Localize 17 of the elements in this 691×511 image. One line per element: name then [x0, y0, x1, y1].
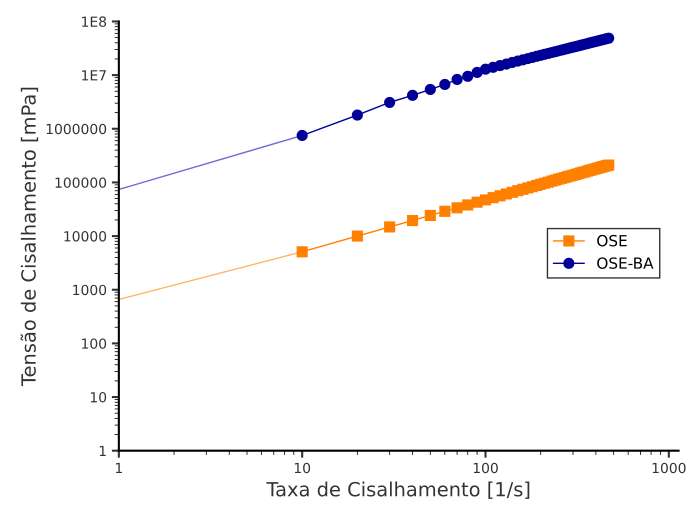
y-tick-label: 1E7	[82, 70, 106, 80]
x-tick-label: 100	[474, 462, 498, 474]
y-tick-label: 10	[90, 392, 106, 403]
y-axis-title: Tensão de Cisalhamento [mPa]	[20, 88, 38, 386]
y-tick-label: 1E8	[82, 16, 106, 27]
x-tick-label: 1000	[652, 462, 686, 474]
legend-label: OSE-BA	[597, 257, 654, 269]
y-tick-label: 100	[82, 338, 106, 349]
y-tick-label: 1000	[73, 284, 106, 296]
y-tick-label: 1	[100, 446, 106, 456]
x-axis-title: Taxa de Cisalhamento [1/s]	[266, 482, 530, 499]
legend-label: OSE	[597, 234, 627, 246]
x-tick-label: 10	[294, 462, 310, 474]
y-tick-label: 100000	[56, 177, 106, 188]
y-tick-label: 10000	[64, 231, 106, 242]
x-tick-label: 1	[116, 462, 122, 474]
y-tick-label: 1000000	[46, 124, 106, 134]
